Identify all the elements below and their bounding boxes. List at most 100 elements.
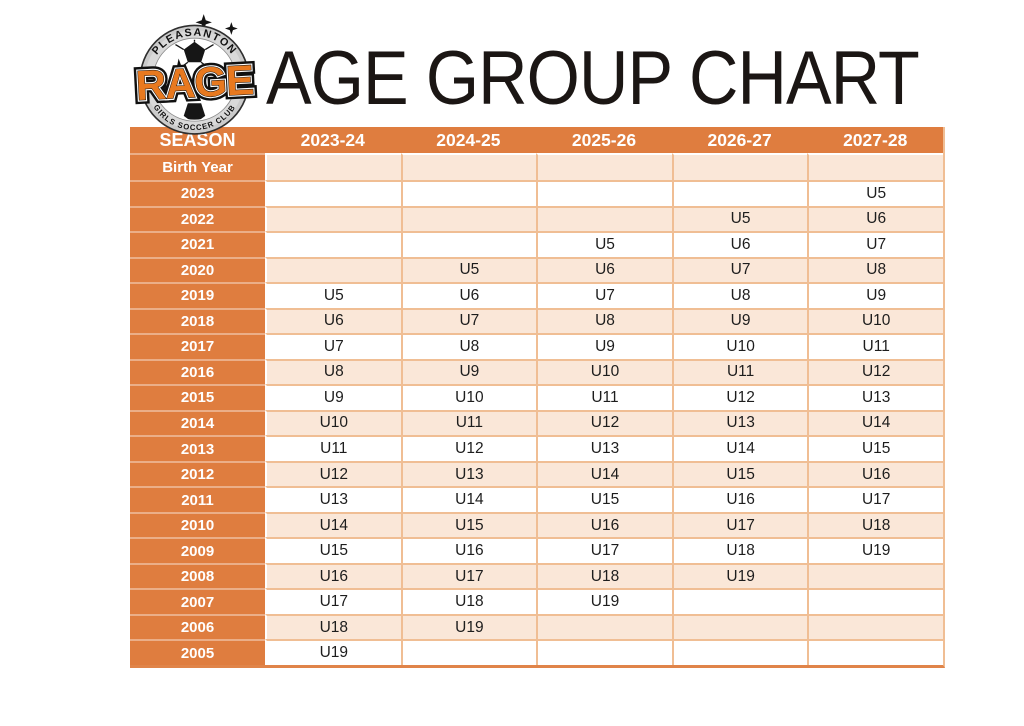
age-group-cell: [265, 180, 401, 206]
club-logo: PLEASANTON GIRLS SOCCER CLUB RAGE RAGE R…: [131, 8, 259, 136]
page-title: AGE GROUP CHART: [266, 36, 920, 121]
age-group-cell: U18: [265, 613, 401, 640]
age-group-table: SEASON 2023-24 2024-25 2025-26 2026-27 2…: [130, 127, 945, 668]
badge-ring: [139, 24, 250, 135]
birth-year-cell: 2017: [130, 333, 265, 359]
age-group-cell: [265, 205, 401, 232]
club-name-wordmark: RAGE RAGE RAGE: [131, 52, 259, 113]
age-group-cell: U8: [400, 333, 537, 359]
soccer-ball-icon: [154, 39, 235, 120]
age-group-cell: U16: [807, 460, 943, 487]
age-group-cell: [671, 639, 808, 665]
age-group-cell: [671, 588, 808, 614]
age-group-cell: U11: [265, 435, 401, 461]
age-group-cell: U6: [671, 231, 808, 257]
age-group-cell: U7: [536, 282, 672, 308]
age-group-cell: U11: [807, 333, 943, 359]
svg-text:RAGE: RAGE: [135, 56, 254, 109]
age-group-cell: U15: [807, 435, 943, 461]
birth-year-cell: 2006: [130, 613, 265, 640]
club-logo-graphic: PLEASANTON GIRLS SOCCER CLUB RAGE RAGE R…: [131, 14, 259, 135]
age-group-cell: U17: [671, 511, 808, 538]
birth-year-cell: 2018: [130, 307, 265, 334]
age-group-cell: U12: [807, 358, 943, 385]
birth-year-cell: 2013: [130, 435, 265, 461]
age-group-cell: U16: [400, 537, 537, 563]
age-group-cell: U11: [400, 409, 537, 436]
birth-year-cell: 2023: [130, 180, 265, 206]
birth-year-cell: 2014: [130, 409, 265, 436]
age-group-cell: U19: [265, 639, 401, 665]
age-group-cell: U7: [400, 307, 537, 334]
birth-year-cell: 2020: [130, 256, 265, 283]
age-group-cell: [536, 639, 672, 665]
birth-year-cell: 2009: [130, 537, 265, 563]
age-group-cell: U13: [400, 460, 537, 487]
age-group-cell: U8: [807, 256, 943, 283]
age-group-cell: U7: [807, 231, 943, 257]
age-group-cell: [671, 180, 808, 206]
age-group-cell: U16: [671, 486, 808, 512]
blank-cell: [671, 153, 808, 180]
age-group-cell: U9: [536, 333, 672, 359]
age-group-cell: [807, 562, 943, 589]
age-group-cell: U19: [400, 613, 537, 640]
age-group-cell: [536, 613, 672, 640]
blank-cell: [400, 153, 537, 180]
age-group-cell: [400, 205, 537, 232]
age-group-cell: [807, 588, 943, 614]
season-column-header: 2023-24: [265, 127, 401, 153]
age-group-cell: U5: [536, 231, 672, 257]
age-group-cell: U9: [807, 282, 943, 308]
age-group-cell: U18: [536, 562, 672, 589]
age-group-cell: U5: [671, 205, 808, 232]
age-group-cell: U14: [265, 511, 401, 538]
age-group-cell: U6: [536, 256, 672, 283]
age-group-cell: U15: [536, 486, 672, 512]
birth-year-cell: 2015: [130, 384, 265, 410]
age-group-cell: U7: [671, 256, 808, 283]
age-group-cell: [536, 180, 672, 206]
age-group-cell: U9: [400, 358, 537, 385]
age-group-cell: U8: [536, 307, 672, 334]
birth-year-cell: 2005: [130, 639, 265, 665]
season-column-header: 2026-27: [671, 127, 808, 153]
age-group-cell: [400, 231, 537, 257]
age-group-cell: U8: [265, 358, 401, 385]
age-group-cell: U15: [265, 537, 401, 563]
age-group-cell: U17: [400, 562, 537, 589]
age-group-cell: U5: [265, 282, 401, 308]
birth-year-cell: 2011: [130, 486, 265, 512]
age-group-cell: U12: [400, 435, 537, 461]
age-group-cell: U10: [400, 384, 537, 410]
age-group-cell: U9: [671, 307, 808, 334]
season-column-header: 2025-26: [536, 127, 672, 153]
age-group-cell: U18: [400, 588, 537, 614]
birth-year-cell: 2022: [130, 205, 265, 232]
blank-cell: [265, 153, 401, 180]
age-group-cell: U12: [671, 384, 808, 410]
svg-text:RAGE: RAGE: [135, 56, 254, 109]
age-group-cell: U6: [265, 307, 401, 334]
age-group-cell: [807, 613, 943, 640]
age-group-cell: U13: [807, 384, 943, 410]
age-group-cell: [536, 205, 672, 232]
season-column-header: 2027-28: [807, 127, 943, 153]
birth-year-cell: 2010: [130, 511, 265, 538]
age-group-cell: U14: [671, 435, 808, 461]
age-group-cell: U19: [536, 588, 672, 614]
age-group-cell: U5: [807, 180, 943, 206]
age-group-cell: U17: [536, 537, 672, 563]
age-group-cell: U5: [400, 256, 537, 283]
age-group-cell: U13: [265, 486, 401, 512]
age-group-cell: U14: [807, 409, 943, 436]
age-group-cell: U18: [671, 537, 808, 563]
age-group-cell: U13: [671, 409, 808, 436]
svg-text:RAGE: RAGE: [135, 56, 254, 109]
age-group-cell: U16: [536, 511, 672, 538]
age-group-cell: [400, 639, 537, 665]
blank-cell: [536, 153, 672, 180]
age-group-cell: U14: [536, 460, 672, 487]
age-group-cell: U19: [671, 562, 808, 589]
